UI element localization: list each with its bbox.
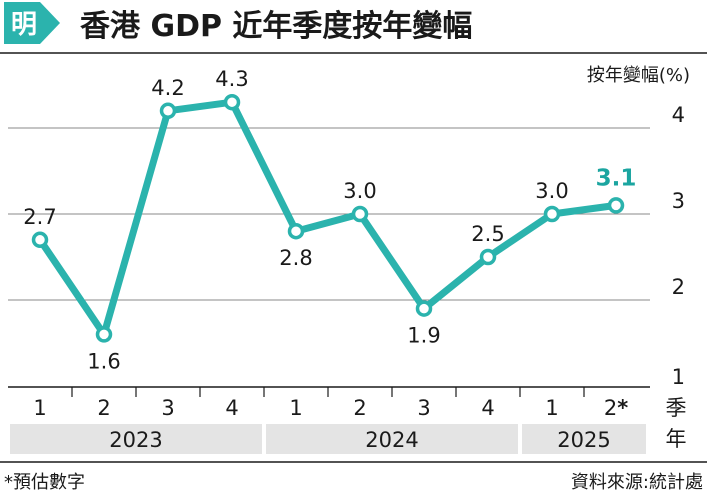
y-tick-2: 2: [672, 275, 685, 299]
data-label-2: 1.6: [87, 349, 120, 373]
data-label-9: 3.0: [535, 179, 568, 203]
x-tick-label: 4: [225, 396, 238, 420]
year-label-2023: 2023: [109, 428, 162, 452]
y-tick-1: 1: [672, 365, 685, 389]
footnote: *預估數字: [4, 472, 85, 493]
data-point-1: [31, 231, 49, 249]
data-label-6: 3.0: [343, 179, 376, 203]
x-axis-label-quarter: 季: [666, 396, 687, 420]
data-label-7: 1.9: [407, 324, 440, 348]
x-tick-label: 3: [417, 396, 430, 420]
series-layer: [31, 93, 625, 343]
year-band-2024: [266, 424, 518, 454]
data-point-2: [95, 326, 113, 343]
year-bands-layer: 2023 2024 2025: [10, 424, 646, 454]
data-point-8: [479, 248, 497, 266]
x-tick-label: 4: [481, 396, 494, 420]
data-label-8: 2.5: [471, 222, 504, 246]
data-label-5: 2.8: [279, 246, 312, 270]
x-ticks-layer: 1 2 3 4 1 2 3 4 1 2*: [33, 387, 628, 420]
data-point-4: [223, 93, 241, 111]
data-point-9: [543, 205, 561, 223]
y-axis-title: 按年變幅(%): [587, 65, 690, 86]
value-labels-layer: 2.7 1.6 4.2 4.3 2.8 3.0 1.9 2.5 3.0 3.1: [23, 67, 636, 373]
x-tick-label: 1: [545, 396, 558, 420]
data-label-4: 4.3: [215, 67, 248, 91]
x-tick-label: 2: [353, 396, 366, 420]
logo-badge: [4, 2, 60, 44]
data-point-7: [415, 300, 433, 317]
x-tick-label: 2: [97, 396, 110, 420]
source-note: 資料來源:統計處: [571, 472, 703, 493]
year-label-2025: 2025: [557, 428, 610, 452]
y-tick-4: 4: [672, 103, 685, 127]
data-label-1: 2.7: [23, 205, 56, 229]
y-ticks-layer: 1 2 3 4: [672, 103, 685, 389]
logo: 明: [4, 2, 60, 44]
data-point-10: [607, 197, 625, 214]
x-tick-label: 1: [33, 396, 46, 420]
logo-text: 明: [11, 10, 37, 40]
x-tick-label: 3: [161, 396, 174, 420]
data-label-3: 4.2: [151, 76, 184, 100]
year-label-2024: 2024: [365, 428, 418, 452]
x-tick-label: 2*: [604, 396, 628, 420]
x-tick-label: 1: [289, 396, 302, 420]
x-axis-label-year: 年: [666, 427, 687, 451]
data-point-3: [159, 102, 177, 120]
year-band-2023: [10, 424, 262, 454]
data-point-6: [351, 205, 369, 223]
data-point-5: [287, 222, 305, 240]
year-band-2025: [522, 424, 646, 454]
y-tick-3: 3: [672, 189, 685, 213]
chart-title: 香港 GDP 近年季度按年變幅: [80, 9, 472, 44]
series-line: [36, 98, 620, 338]
data-label-10: 3.1: [596, 165, 637, 191]
